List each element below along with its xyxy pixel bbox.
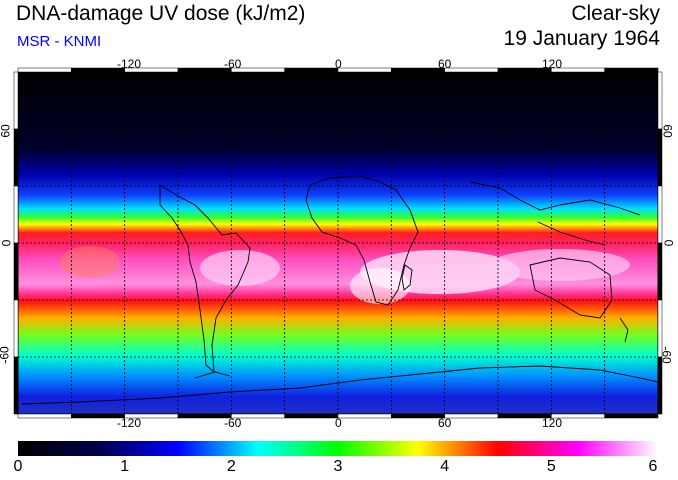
frame-tick-segment: [13, 242, 19, 301]
sky-condition: Clear-sky: [571, 2, 660, 25]
lat-tick-left-2: -60: [0, 346, 12, 364]
colorbar-label-4: 4: [440, 458, 450, 475]
lat-tick-left-0: 60: [0, 124, 13, 138]
frame-tick-segment: [13, 356, 19, 415]
lon-tick-bottom-4: 120: [542, 416, 563, 430]
frame-tick-segment: [17, 413, 72, 419]
colorbar-label-2: 2: [226, 458, 236, 475]
frame-tick-segment: [13, 71, 19, 130]
colorbar-label-0: 0: [13, 458, 23, 475]
colorbar: [18, 441, 658, 456]
map-subtitle: MSR - KNMI: [17, 33, 102, 50]
lon-tick-bottom-2: 0: [335, 416, 342, 430]
coastlines: [21, 175, 658, 405]
map-title: DNA-damage UV dose (kJ/m2): [16, 2, 306, 25]
frame-tick-segment: [604, 413, 659, 419]
lon-tick-top-3: 60: [438, 57, 452, 71]
frame-tick-segment: [13, 128, 19, 187]
lon-tick-bottom-3: 60: [438, 416, 452, 430]
lon-tick-top-2: 0: [335, 57, 342, 71]
lat-tick-left-1: 0: [0, 239, 14, 247]
lon-tick-bottom-0: -120: [117, 416, 142, 430]
frame-tick-segment: [444, 413, 499, 419]
frame-tick-segment: [284, 67, 339, 73]
lon-tick-top-1: -60: [224, 57, 242, 71]
lon-tick-bottom-1: -60: [224, 416, 242, 430]
frame-tick-segment: [337, 413, 392, 419]
lat-tick-right-1: 0: [661, 239, 676, 247]
colorbar-label-1: 1: [120, 458, 130, 475]
frame-tick-segment: [657, 185, 663, 244]
frame-tick-segment: [657, 242, 663, 301]
map-date: 19 January 1964: [503, 27, 660, 50]
frame-tick-segment: [444, 67, 499, 73]
colorbar-label-6: 6: [648, 458, 658, 475]
frame-tick-segment: [13, 299, 19, 358]
frame-tick-segment: [604, 67, 659, 73]
lat-tick-right-2: -60: [659, 346, 674, 364]
frame-tick-segment: [284, 413, 339, 419]
frame-tick-segment: [391, 67, 445, 73]
frame-tick-segment: [391, 413, 445, 419]
frame-tick-segment: [13, 185, 19, 244]
graticule: [18, 72, 658, 414]
lat-tick-right-0: 60: [660, 124, 675, 138]
frame-tick-segment: [657, 71, 663, 130]
frame-ticks: [13, 67, 663, 419]
frame-tick-segment: [337, 67, 392, 73]
colorbar-label-3: 3: [333, 458, 343, 475]
lon-tick-top-4: 120: [542, 57, 563, 71]
lon-tick-top-0: -120: [117, 57, 142, 71]
frame-tick-segment: [657, 356, 663, 415]
colorbar-label-5: 5: [546, 458, 556, 475]
frame-tick-segment: [17, 67, 72, 73]
